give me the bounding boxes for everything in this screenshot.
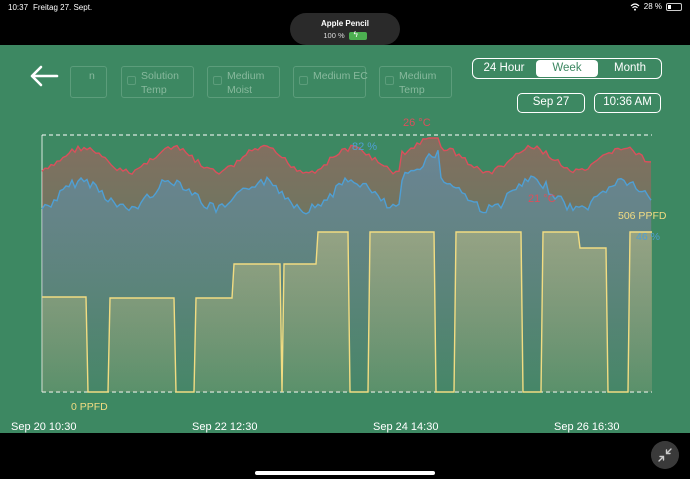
series-toggle-label: n (89, 70, 95, 82)
status-bar: 10:37 Freitag 27. Sept. 28 % (0, 0, 690, 14)
series-toggle-label: Solution Temp (141, 70, 179, 96)
status-date: Freitag 27. Sept. (33, 3, 93, 12)
minimize-icon[interactable] (651, 441, 679, 469)
range-week[interactable]: Week (536, 60, 598, 77)
checkbox[interactable] (385, 76, 394, 85)
series-toggle-label: Medium Temp (399, 70, 437, 96)
pencil-level-row: 100 % (290, 30, 400, 41)
wifi-icon (630, 2, 640, 11)
temp-line (41, 137, 651, 175)
temp-min-label: 21 °C (528, 193, 556, 205)
range-24-hour[interactable]: 24 Hour (483, 62, 525, 74)
checkbox[interactable] (127, 76, 136, 85)
time-picker[interactable]: 10:36 AM (594, 93, 661, 113)
x-tick-label: Sep 20 10:30 (11, 421, 76, 433)
x-tick-label: Sep 24 14:30 (373, 421, 438, 433)
series-toggle-medium-ec[interactable]: Medium EC (293, 66, 368, 98)
series-toggle-label: Medium Moist (227, 70, 265, 96)
temp-max-label: 26 °C (403, 117, 431, 129)
series-toggle-label: Medium EC (313, 70, 368, 82)
light-min-label: 0 PPFD (71, 401, 108, 413)
x-tick-label: Sep 22 12:30 (192, 421, 257, 433)
back-arrow-icon[interactable] (28, 64, 60, 88)
checkbox[interactable] (299, 76, 308, 85)
date-picker[interactable]: Sep 27 (517, 93, 585, 113)
light-line (42, 231, 652, 393)
apple-pencil-notification: Apple Pencil 100 % (290, 13, 400, 45)
range-month[interactable]: Month (614, 62, 646, 74)
humidity-line (41, 149, 652, 215)
battery-percent: 28 % (643, 2, 662, 11)
series-toggle-partial[interactable]: n (70, 66, 107, 98)
light-current-label: 506 PPFD (618, 210, 667, 222)
charging-battery-icon (348, 30, 367, 41)
home-indicator (255, 471, 435, 475)
light-area (42, 232, 652, 392)
battery-icon (666, 2, 682, 11)
series-toggle-solution-temp[interactable]: Solution Temp (121, 66, 194, 98)
series-toggle-medium-temp[interactable]: Medium Temp (379, 66, 452, 98)
humidity-current-label: 46 % (636, 231, 660, 243)
pencil-title: Apple Pencil (320, 19, 369, 28)
status-time: 10:37 (8, 3, 29, 12)
pencil-level: 100 % (323, 31, 345, 40)
sensor-line-chart: 26 °C 82 % 21 °C 506 PPFD 46 % 0 PPFD Se… (11, 117, 667, 433)
range-segmented-control: 24 Hour Week Month (472, 58, 662, 79)
x-tick-label: Sep 26 16:30 (554, 421, 619, 433)
status-right: 28 % (630, 2, 682, 11)
humidity-max-label: 82 % (352, 141, 377, 153)
checkbox[interactable] (213, 76, 222, 85)
series-toggle-medium-moist[interactable]: Medium Moist (207, 66, 280, 98)
